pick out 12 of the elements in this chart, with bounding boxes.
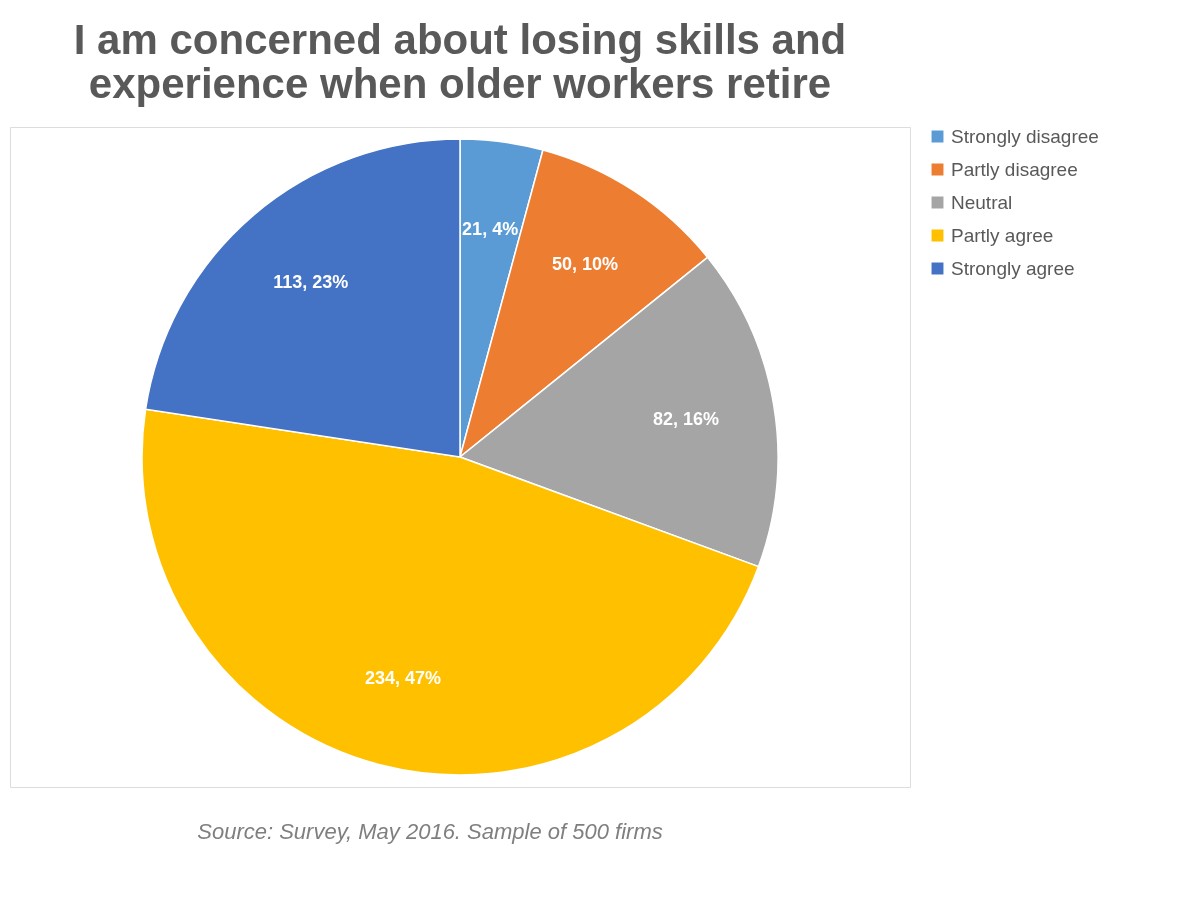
legend-label: Strongly agree	[951, 257, 1075, 279]
legend-label: Strongly disagree	[951, 125, 1099, 147]
data-label: 21, 4%	[462, 219, 519, 240]
data-label: 50, 10%	[552, 254, 619, 275]
legend-label: Partly agree	[951, 224, 1054, 246]
legend-label: Partly disagree	[951, 158, 1078, 180]
source-note: Source: Survey, May 2016. Sample of 500 firms	[197, 819, 663, 844]
data-label: 113, 23%	[273, 272, 349, 293]
data-label: 82, 16%	[652, 408, 719, 429]
legend-label: Neutral	[951, 191, 1013, 213]
data-label: 234, 47%	[365, 667, 442, 688]
chart-title: I am concerned about losing skills and experience when older workers retire	[73, 16, 847, 107]
